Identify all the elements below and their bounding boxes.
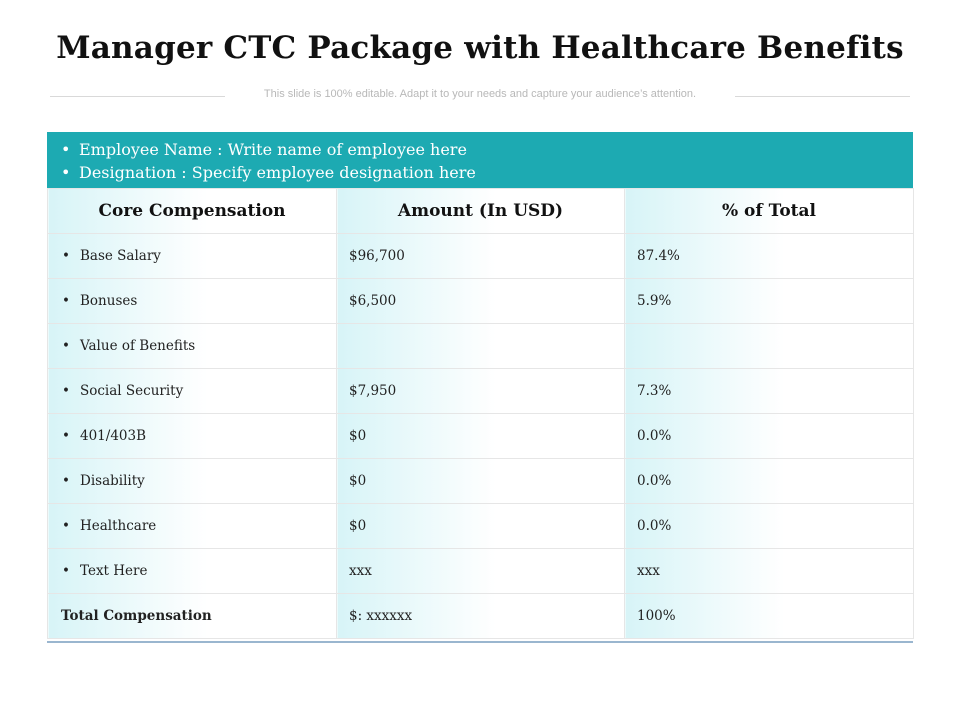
row-label-cell: • 401/403B	[47, 413, 337, 459]
row-label-cell: • Disability	[47, 458, 337, 504]
row-label: Social Security	[80, 383, 184, 399]
designation-text: Designation : Specify employee designati…	[79, 163, 476, 182]
row-label: Base Salary	[80, 248, 161, 264]
row-amount: $7,950	[336, 368, 625, 414]
row-percent: xxx	[624, 548, 914, 594]
table-row: • Disability $0 0.0%	[47, 458, 914, 504]
table-row: • Healthcare $0 0.0%	[47, 503, 914, 549]
slide-title: Manager CTC Package with Healthcare Bene…	[56, 30, 904, 66]
table-row: • 401/403B $0 0.0%	[47, 413, 914, 459]
row-percent: 0.0%	[624, 503, 914, 549]
total-row: Total Compensation $: xxxxxx 100%	[47, 593, 914, 639]
row-percent: 87.4%	[624, 233, 914, 279]
table-row: • Base Salary $96,700 87.4%	[47, 233, 914, 279]
row-label: Healthcare	[80, 518, 157, 534]
bullet-icon: •	[62, 338, 70, 354]
row-label-cell: • Text Here	[47, 548, 337, 594]
compensation-table: Core Compensation Amount (In USD) % of T…	[47, 188, 914, 639]
bullet-icon: •	[61, 140, 71, 159]
bullet-icon: •	[62, 383, 70, 399]
header-core-compensation: Core Compensation	[47, 188, 337, 234]
bullet-icon: •	[62, 518, 70, 534]
table-row: • Text Here xxx xxx	[47, 548, 914, 594]
row-amount	[336, 323, 625, 369]
total-percent: 100%	[624, 593, 914, 639]
ctc-card: • Employee Name : Write name of employee …	[47, 132, 914, 643]
row-label: Value of Benefits	[80, 338, 196, 354]
row-label-cell: • Social Security	[47, 368, 337, 414]
row-label-cell: • Healthcare	[47, 503, 337, 549]
header-percent: % of Total	[624, 188, 914, 234]
row-label: Text Here	[80, 563, 148, 579]
row-amount: $0	[336, 503, 625, 549]
row-percent: 7.3%	[624, 368, 914, 414]
divider-left	[50, 96, 225, 97]
row-amount: $96,700	[336, 233, 625, 279]
row-label-cell: • Bonuses	[47, 278, 337, 324]
table-row: • Social Security $7,950 7.3%	[47, 368, 914, 414]
bullet-icon: •	[61, 163, 71, 182]
bullet-icon: •	[62, 563, 70, 579]
total-amount: $: xxxxxx	[336, 593, 625, 639]
table-row: • Bonuses $6,500 5.9%	[47, 278, 914, 324]
row-percent: 5.9%	[624, 278, 914, 324]
employee-banner: • Employee Name : Write name of employee …	[47, 132, 913, 188]
table-header-row: Core Compensation Amount (In USD) % of T…	[47, 188, 914, 234]
designation-line: • Designation : Specify employee designat…	[61, 161, 913, 184]
row-amount: $0	[336, 413, 625, 459]
employee-name-line: • Employee Name : Write name of employee …	[61, 138, 913, 161]
bullet-icon: •	[62, 473, 70, 489]
bullet-icon: •	[62, 428, 70, 444]
bullet-icon: •	[62, 248, 70, 264]
row-percent: 0.0%	[624, 413, 914, 459]
row-label: 401/403B	[80, 428, 147, 444]
row-label-cell: • Value of Benefits	[47, 323, 337, 369]
employee-name-text: Employee Name : Write name of employee h…	[79, 140, 467, 159]
row-label: Disability	[80, 473, 145, 489]
table-row: • Value of Benefits	[47, 323, 914, 369]
row-amount: $6,500	[336, 278, 625, 324]
divider-right	[735, 96, 910, 97]
total-label: Total Compensation	[47, 593, 337, 639]
row-label: Bonuses	[80, 293, 138, 309]
row-amount: $0	[336, 458, 625, 504]
subtitle-row: This slide is 100% editable. Adapt it to…	[50, 88, 910, 104]
row-label-cell: • Base Salary	[47, 233, 337, 279]
bullet-icon: •	[62, 293, 70, 309]
slide-subtitle: This slide is 100% editable. Adapt it to…	[263, 88, 697, 100]
row-percent: 0.0%	[624, 458, 914, 504]
row-percent	[624, 323, 914, 369]
header-amount: Amount (In USD)	[336, 188, 625, 234]
row-amount: xxx	[336, 548, 625, 594]
